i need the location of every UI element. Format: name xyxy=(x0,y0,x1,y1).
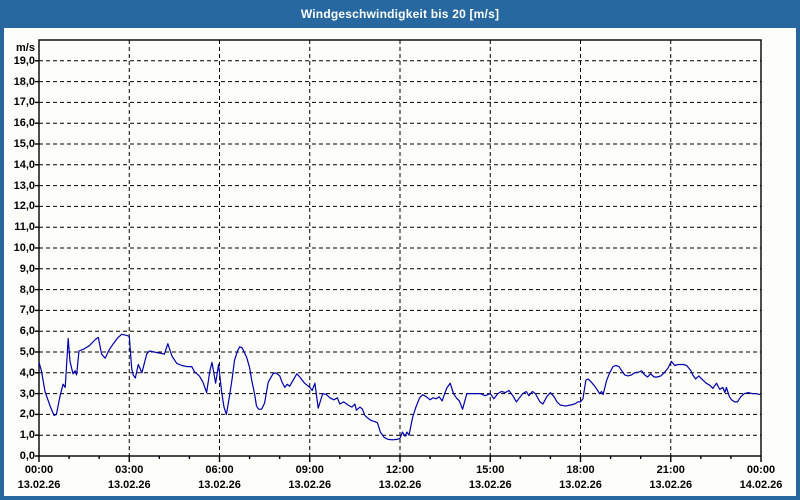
x-tick-time-label: 15:00 xyxy=(476,464,505,476)
x-tick-time-label: 21:00 xyxy=(656,464,685,476)
x-tick-time-label: 12:00 xyxy=(385,464,415,476)
y-tick-label: 18,0 xyxy=(13,75,35,88)
x-tick-date-label: 13.02.26 xyxy=(17,479,61,491)
x-tick-date-label: 13.02.26 xyxy=(288,479,332,491)
x-tick-date-label: 14.02.26 xyxy=(739,479,783,491)
x-tick-time-label: 00:00 xyxy=(746,464,776,476)
y-tick-label: 3,0 xyxy=(19,387,35,400)
x-tick-date-label: 13.02.26 xyxy=(198,479,241,491)
y-axis-unit-label: m/s xyxy=(16,42,35,54)
wind-speed-line xyxy=(38,333,761,441)
y-tick-label: 8,0 xyxy=(19,283,35,296)
y-tick-label: 11,0 xyxy=(14,221,35,234)
x-tick-date-label: 13.02.26 xyxy=(559,479,602,491)
title-bar: Windgeschwindigkeit bis 20 [m/s] xyxy=(0,0,800,28)
y-tick-label: 13,0 xyxy=(13,179,35,192)
y-tick-label: 14,0 xyxy=(13,158,35,171)
y-tick-label: 7,0 xyxy=(19,304,35,317)
x-tick-time-label: 09:00 xyxy=(295,464,324,476)
y-tick-label: 12,0 xyxy=(13,200,35,213)
x-tick-date-label: 13.02.26 xyxy=(468,479,512,491)
y-tick-label: 15,0 xyxy=(13,138,35,150)
x-tick-date-label: 13.02.26 xyxy=(378,479,422,491)
x-tick-time-label: 00:00 xyxy=(24,464,54,476)
y-tick-label: 1,0 xyxy=(19,429,35,442)
y-tick-label: 17,0 xyxy=(13,96,35,109)
y-tick-label: 9,0 xyxy=(19,262,35,275)
y-tick-label: 16,0 xyxy=(13,117,35,130)
x-tick-time-label: 03:00 xyxy=(115,464,144,476)
y-tick-label: 0,0 xyxy=(19,450,35,462)
y-tick-label: 19,0 xyxy=(13,54,35,67)
y-tick-label: 4,0 xyxy=(19,366,35,379)
y-tick-label: 6,0 xyxy=(19,325,35,338)
y-tick-label: 5,0 xyxy=(19,346,35,358)
x-tick-time-label: 18:00 xyxy=(566,464,595,476)
y-tick-label: 2,0 xyxy=(19,408,35,421)
x-tick-date-label: 13.02.26 xyxy=(649,479,693,491)
y-tick-label: 10,0 xyxy=(13,242,35,254)
chart-title: Windgeschwindigkeit bis 20 [m/s] xyxy=(300,7,500,21)
x-tick-time-label: 06:00 xyxy=(205,464,234,476)
x-tick-date-label: 13.02.26 xyxy=(107,479,151,491)
